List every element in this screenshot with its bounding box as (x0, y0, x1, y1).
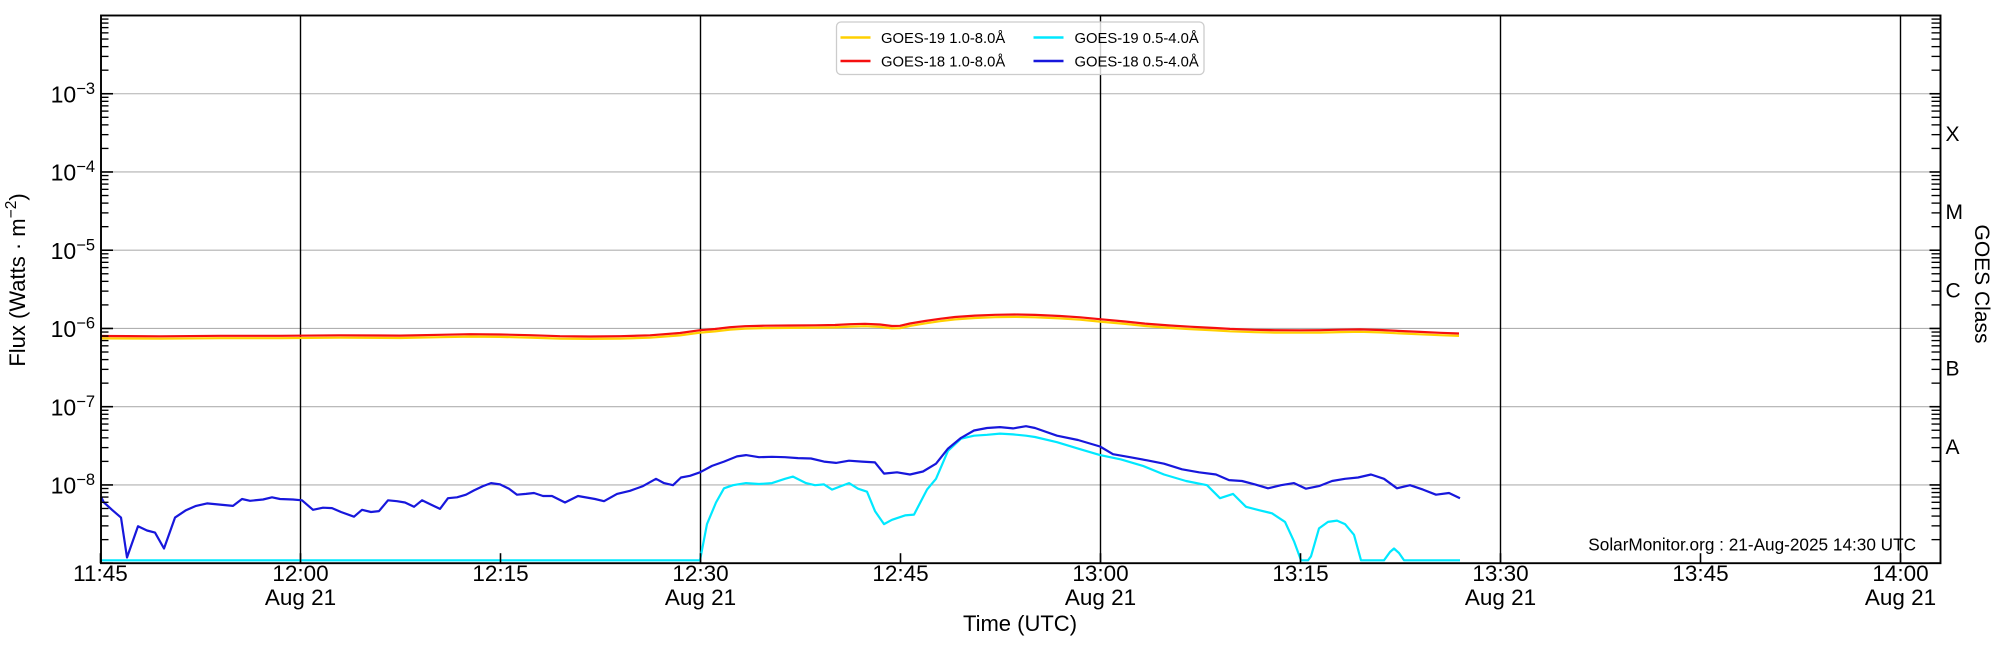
svg-text:11:45: 11:45 (73, 561, 128, 586)
svg-text:A: A (1946, 436, 1960, 459)
svg-text:12:15: 12:15 (472, 561, 528, 586)
svg-text:12:00: 12:00 (272, 561, 328, 586)
svg-text:14:00: 14:00 (1872, 561, 1928, 586)
svg-text:13:30: 13:30 (1472, 561, 1528, 586)
svg-text:13:00: 13:00 (1072, 561, 1128, 586)
svg-text:C: C (1946, 279, 1961, 302)
svg-text:13:45: 13:45 (1672, 561, 1728, 586)
svg-text:X: X (1946, 123, 1960, 146)
svg-text:10−6: 10−6 (51, 315, 95, 343)
svg-text:13:15: 13:15 (1272, 561, 1328, 586)
svg-text:12:30: 12:30 (672, 561, 728, 586)
svg-text:GOES-19 0.5-4.0Å: GOES-19 0.5-4.0Å (1075, 30, 1199, 47)
svg-text:GOES Class: GOES Class (1970, 224, 1993, 343)
svg-text:Aug 21: Aug 21 (1065, 585, 1136, 610)
svg-text:Aug 21: Aug 21 (665, 585, 736, 610)
svg-text:Flux (Watts · m−2): Flux (Watts · m−2) (3, 193, 30, 366)
svg-text:Aug 21: Aug 21 (1865, 585, 1936, 610)
svg-text:SolarMonitor.org : 21-Aug-2025: SolarMonitor.org : 21-Aug-2025 14:30 UTC (1588, 535, 1916, 555)
svg-text:GOES-18 1.0-8.0Å: GOES-18 1.0-8.0Å (881, 54, 1005, 71)
svg-text:12:45: 12:45 (872, 561, 928, 586)
svg-text:GOES-18 0.5-4.0Å: GOES-18 0.5-4.0Å (1075, 54, 1199, 71)
svg-text:M: M (1946, 201, 1964, 224)
svg-text:10−8: 10−8 (51, 471, 95, 499)
svg-text:Time (UTC): Time (UTC) (963, 611, 1077, 636)
svg-text:10−7: 10−7 (51, 393, 95, 421)
svg-text:10−4: 10−4 (51, 158, 95, 186)
svg-text:Aug 21: Aug 21 (1465, 585, 1536, 610)
svg-text:10−3: 10−3 (51, 80, 95, 108)
svg-text:GOES-19 1.0-8.0Å: GOES-19 1.0-8.0Å (881, 30, 1005, 47)
svg-text:Aug 21: Aug 21 (265, 585, 336, 610)
svg-text:10−5: 10−5 (51, 236, 95, 264)
svg-text:B: B (1946, 358, 1960, 381)
